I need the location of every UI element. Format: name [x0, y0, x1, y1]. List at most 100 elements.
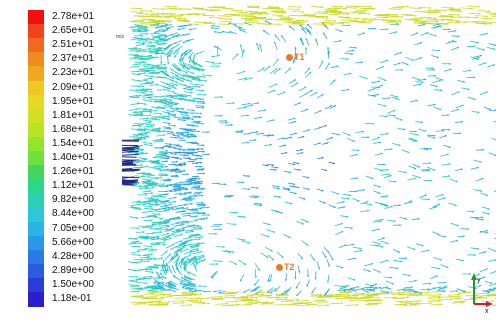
velocity-vector-head [419, 302, 422, 305]
velocity-vector-head [224, 119, 227, 122]
velocity-vector [141, 298, 154, 300]
velocity-vector-head [256, 299, 259, 302]
legend-label: 2.09e+01 [52, 81, 94, 93]
velocity-vector-head [247, 114, 249, 117]
velocity-vector [225, 301, 238, 303]
velocity-vector-head [175, 153, 178, 156]
velocity-vector-head [301, 222, 305, 225]
velocity-vector-head [140, 110, 143, 113]
velocity-vector-head [190, 182, 193, 185]
velocity-vector-head [180, 279, 183, 282]
velocity-vector-head [349, 194, 352, 197]
velocity-vector [185, 294, 198, 296]
velocity-vector-head [167, 285, 170, 287]
velocity-vector-head [306, 299, 309, 302]
velocity-vector-head [289, 171, 292, 174]
velocity-vector-head [389, 175, 392, 177]
velocity-vector [279, 18, 292, 20]
velocity-vector-head [151, 301, 154, 304]
velocity-vector [121, 168, 137, 172]
velocity-vector-head [430, 179, 433, 182]
velocity-vector [211, 298, 225, 301]
velocity-vector-head [288, 16, 290, 19]
velocity-vector-head [153, 281, 156, 284]
velocity-vector-head [202, 98, 205, 101]
velocity-vector-head [139, 47, 142, 50]
velocity-vector-head [352, 139, 355, 142]
velocity-vector [235, 298, 249, 300]
velocity-vector-head [476, 41, 479, 44]
velocity-vector-head [298, 8, 300, 11]
velocity-vector-head [166, 185, 169, 188]
velocity-vector-head [174, 42, 177, 44]
velocity-vector [331, 22, 345, 24]
velocity-vector [457, 16, 470, 18]
velocity-vector-head [194, 289, 197, 292]
velocity-vector-head [427, 198, 430, 201]
velocity-vector-head [174, 113, 177, 116]
velocity-vector-head [184, 84, 187, 87]
velocity-vector [360, 5, 373, 8]
velocity-vector-head [385, 204, 388, 207]
velocity-vector-head [137, 250, 140, 253]
velocity-vector-head [205, 8, 208, 11]
velocity-vector-head [416, 32, 419, 35]
velocity-vector-head [164, 264, 167, 267]
velocity-vector-head [411, 58, 414, 61]
velocity-vector-head [266, 235, 269, 238]
velocity-vector [340, 19, 354, 21]
velocity-vector-head [167, 236, 170, 239]
velocity-vector [316, 304, 330, 306]
velocity-vector [276, 297, 289, 299]
velocity-vector-head [138, 79, 141, 82]
velocity-vector-head [197, 249, 200, 252]
legend-swatch [28, 136, 44, 152]
velocity-vector-head [238, 29, 242, 32]
velocity-vector-head [163, 183, 165, 186]
velocity-vector-head [423, 22, 426, 25]
velocity-vector [121, 148, 135, 151]
velocity-vector-head [176, 102, 179, 105]
velocity-vector [305, 303, 318, 306]
velocity-vector-head [151, 186, 154, 189]
velocity-vector-head [141, 21, 144, 24]
velocity-vector [229, 13, 241, 16]
velocity-vector-head [196, 124, 199, 127]
velocity-vector-head [145, 28, 147, 31]
velocity-vector-head [244, 263, 247, 265]
velocity-vector-head [200, 182, 203, 185]
velocity-vector [407, 18, 420, 21]
velocity-vector-head [188, 243, 191, 246]
velocity-vector-head [142, 19, 145, 22]
velocity-vector [177, 20, 191, 22]
velocity-vector [187, 13, 200, 16]
velocity-vector-head [171, 131, 174, 134]
velocity-vector-head [188, 254, 191, 257]
velocity-vector-head [326, 295, 329, 298]
velocity-vector-head [305, 27, 308, 30]
velocity-vector-head [250, 104, 253, 107]
velocity-vector-head [258, 301, 260, 304]
velocity-vector-head [137, 37, 140, 40]
velocity-vector-head [146, 29, 149, 32]
velocity-vector-head [136, 53, 139, 56]
velocity-vector-head [378, 80, 381, 83]
legend-swatch [28, 94, 44, 110]
velocity-vector-head [161, 217, 164, 220]
velocity-vector-head [387, 173, 390, 176]
velocity-vector-head [302, 11, 305, 14]
velocity-vector-head [344, 286, 347, 289]
velocity-vector-head [438, 49, 441, 52]
velocity-vector-head [368, 12, 371, 15]
velocity-vector [272, 304, 286, 306]
velocity-vector-head [327, 50, 330, 53]
velocity-vector-head [201, 188, 204, 191]
velocity-vector [133, 19, 145, 21]
velocity-vector-head [141, 55, 144, 58]
velocity-vector-head [177, 144, 180, 147]
legend-label: 5.66e+00 [52, 236, 94, 248]
velocity-vector-head [305, 108, 309, 111]
velocity-vector-head [188, 271, 191, 274]
velocity-vector-head [171, 265, 174, 268]
velocity-vector-head [307, 24, 310, 27]
